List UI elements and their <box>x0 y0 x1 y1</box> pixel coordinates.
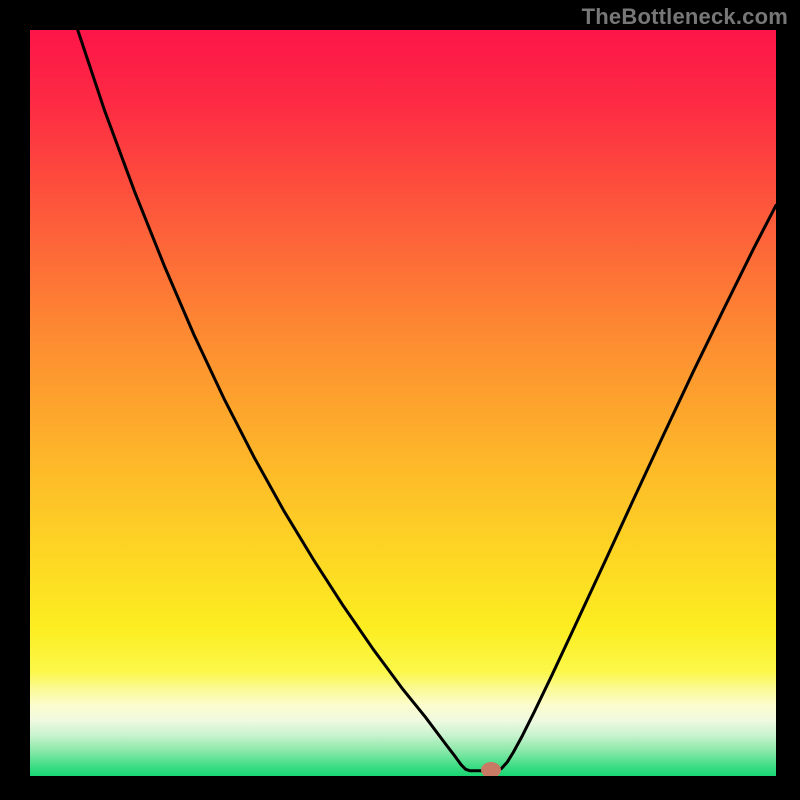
min-marker <box>481 762 501 776</box>
frame-bottom <box>0 776 800 800</box>
frame-left <box>0 0 30 800</box>
attribution-text: TheBottleneck.com <box>582 4 788 30</box>
plot-area <box>30 30 776 776</box>
frame-right <box>776 0 800 800</box>
bottleneck-curve <box>30 30 776 776</box>
